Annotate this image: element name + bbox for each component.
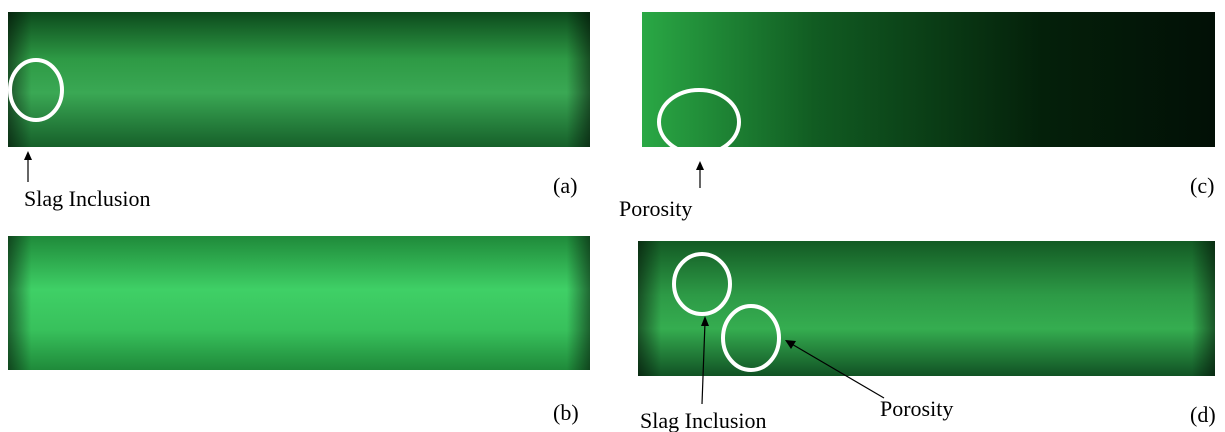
arrowhead — [24, 151, 32, 160]
radiograph-edge — [638, 241, 1215, 376]
panel-label: (a) — [553, 173, 577, 198]
radiograph — [642, 12, 1215, 147]
panel-a: Slag Inclusion (a) — [8, 12, 590, 211]
arrowhead — [696, 161, 704, 170]
panel-c: Porosity (c) — [619, 12, 1215, 221]
annotation: Porosity — [880, 396, 953, 421]
radiograph-edge — [8, 236, 590, 370]
panel-label: (d) — [1190, 402, 1216, 427]
radiograph-edge — [8, 12, 590, 147]
panel-label: (b) — [553, 400, 579, 425]
annotation: Porosity — [619, 196, 692, 221]
panel-label: (c) — [1190, 173, 1214, 198]
panel-b: (b) — [8, 236, 590, 425]
panel-d: Slag Inclusion Porosity (d) — [638, 241, 1216, 432]
figure: Slag Inclusion (a) (b) Porosity (c) Slag… — [0, 0, 1225, 432]
annotation: Slag Inclusion — [640, 408, 767, 432]
annotation: Slag Inclusion — [24, 186, 151, 211]
